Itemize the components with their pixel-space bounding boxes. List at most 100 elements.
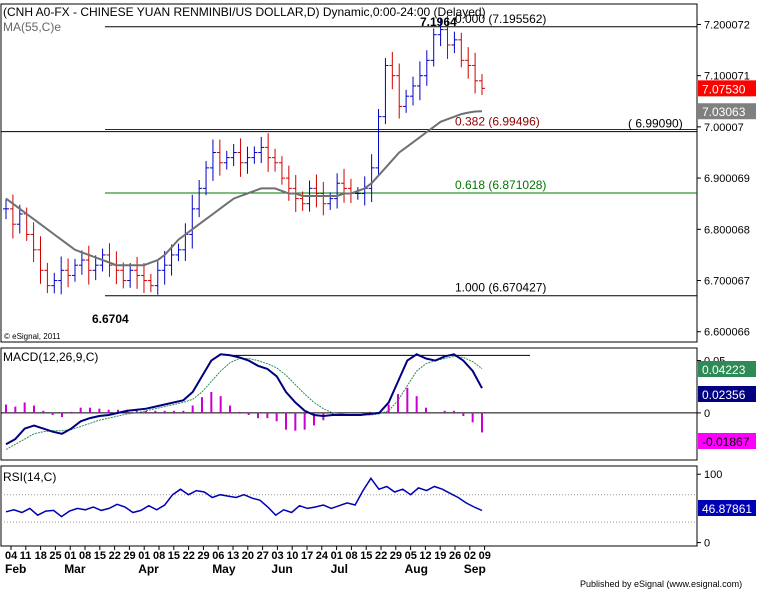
- price-axis-label: 6.900069: [704, 173, 750, 185]
- price-bar: [78, 250, 85, 275]
- price-axis-label: 6.700067: [704, 276, 750, 288]
- x-axis-date: 01: [331, 550, 343, 562]
- x-axis-date: 15: [360, 550, 372, 562]
- rsi-panel: [0, 465, 698, 547]
- fib-level-label: 1.000 (6.670427): [455, 281, 546, 295]
- x-axis-date: 10: [286, 550, 298, 562]
- x-axis-date: 08: [79, 550, 91, 562]
- price-bar: [354, 187, 361, 200]
- price-bar: [368, 154, 375, 203]
- price-bar: [403, 89, 410, 113]
- x-axis-date: 04: [5, 550, 18, 562]
- high-annotation: 7.1964: [420, 15, 457, 29]
- ma-last-badge-box: [698, 103, 756, 120]
- price-bar: [58, 256, 65, 295]
- x-axis-date: 09: [479, 550, 491, 562]
- price-axis-label: 6.600066: [704, 327, 750, 339]
- rsi-legend: RSI(14,C): [3, 470, 56, 484]
- price-bar: [175, 243, 182, 262]
- price-bar: [430, 28, 437, 67]
- price-panel: [0, 3, 698, 343]
- x-axis-date: 29: [197, 550, 209, 562]
- x-axis-date: 22: [375, 550, 387, 562]
- price-bar: [375, 109, 382, 176]
- price-bar: [51, 272, 58, 294]
- x-axis-month: May: [212, 562, 236, 576]
- price-bar: [147, 274, 154, 293]
- x-axis-date: 20: [242, 550, 254, 562]
- x-axis-date: 02: [464, 550, 476, 562]
- rsi-axis-label: 100: [704, 469, 722, 481]
- price-bar: [423, 50, 430, 86]
- price-bar: [437, 18, 444, 47]
- histogram-last-badge: -0.01867: [702, 435, 750, 449]
- price-bar: [3, 198, 9, 220]
- price-bar: [285, 165, 292, 201]
- price-bar: [258, 136, 265, 164]
- price-bar: [209, 139, 216, 181]
- price-bar: [120, 262, 127, 289]
- price-bar: [416, 61, 423, 101]
- price-bar: [189, 194, 196, 249]
- price-bar: [444, 15, 451, 59]
- x-axis-date: 22: [183, 550, 195, 562]
- price-axis-label: 6.800068: [704, 224, 750, 236]
- price-bar: [472, 52, 479, 94]
- x-axis-date: 17: [301, 550, 313, 562]
- x-axis-date: 01: [138, 550, 150, 562]
- price-bar: [334, 173, 341, 209]
- x-axis-date: 22: [109, 550, 121, 562]
- price-bar: [251, 146, 258, 164]
- rsi-last-badge: 46.87861: [702, 502, 752, 516]
- price-bar: [30, 222, 37, 263]
- price-bar: [313, 174, 320, 208]
- fib-level-label: 0.000 (7.195562): [455, 12, 546, 26]
- price-bar: [203, 161, 210, 196]
- ma-55-line: [5, 110, 483, 267]
- x-axis-month: Feb: [5, 562, 26, 576]
- signal-last-badge-box: [698, 361, 756, 377]
- price-bar: [127, 263, 134, 288]
- histogram-last-badge-box: [698, 433, 756, 449]
- price-bar: [230, 144, 237, 167]
- macd-panel: [0, 347, 698, 461]
- price-bar: [479, 74, 485, 96]
- price-bar: [9, 194, 16, 239]
- chart-title: (CNH A0-FX - CHINESE YUAN RENMINBI/US DO…: [3, 5, 486, 19]
- macd-last-badge: 0.02356: [702, 388, 746, 402]
- price-bar: [272, 148, 279, 172]
- price-last-badge: 7.07530: [702, 82, 746, 96]
- x-axis-date: 06: [212, 550, 224, 562]
- support-line-label: ( 6.99090): [628, 117, 683, 131]
- low-annotation: 6.6704: [92, 312, 129, 326]
- price-bar: [106, 243, 113, 277]
- rsi-line: [5, 476, 483, 518]
- copyright-text: © eSignal, 2011: [4, 332, 61, 341]
- price-bar: [410, 76, 417, 106]
- x-axis-date: 24: [316, 550, 329, 562]
- price-bar: [140, 263, 147, 293]
- price-bar: [161, 250, 168, 285]
- price-bar: [223, 150, 230, 170]
- x-axis-date: 15: [168, 550, 180, 562]
- x-axis-date: 08: [345, 550, 357, 562]
- x-axis-month: Apr: [138, 562, 159, 576]
- price-bar: [451, 31, 458, 54]
- x-axis-date: 29: [123, 550, 135, 562]
- price-bar: [85, 245, 92, 285]
- price-bar: [341, 168, 348, 203]
- ma-legend: MA(55,C)e: [3, 20, 61, 34]
- price-bar: [278, 156, 285, 185]
- ma-last-badge: 7.03063: [702, 105, 746, 119]
- price-bar: [265, 133, 272, 172]
- price-bar: [382, 57, 389, 125]
- price-bar: [237, 138, 244, 177]
- price-axis-label: 7.100071: [704, 71, 750, 83]
- x-axis-month: Jul: [331, 562, 348, 576]
- price-bar: [320, 181, 327, 216]
- x-axis-month: Mar: [64, 562, 86, 576]
- price-bar: [389, 51, 396, 90]
- price-bar: [37, 236, 44, 284]
- price-bar: [92, 255, 99, 281]
